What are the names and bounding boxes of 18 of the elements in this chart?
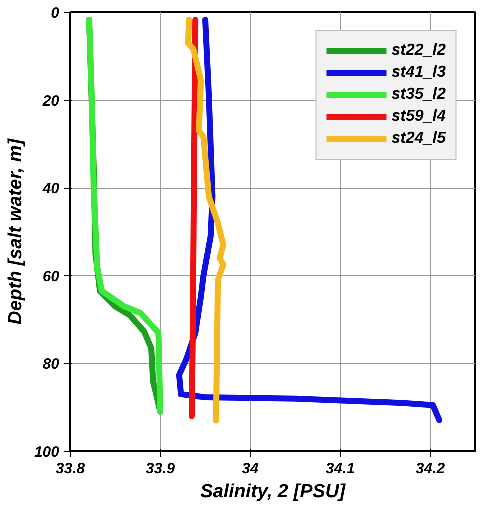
legend-label: st59_l4 — [392, 108, 446, 126]
x-axis-title: Salinity, 2 [PSU] — [200, 482, 346, 502]
x-tick-label: 34.2 — [416, 460, 446, 478]
y-tick-label: 100 — [34, 444, 60, 461]
legend-label: st41_l3 — [392, 64, 446, 82]
x-tick-label: 34 — [242, 460, 260, 478]
y-tick-label: 0 — [51, 5, 60, 22]
y-axis-title: Depth [salt water, m] — [5, 138, 26, 325]
x-tick-label: 33.9 — [146, 460, 176, 478]
y-tick-label: 60 — [42, 268, 60, 286]
y-tick-label: 80 — [42, 356, 60, 374]
x-tick-label: 34.1 — [326, 460, 356, 478]
legend-label: st22_l2 — [392, 42, 446, 60]
x-tick-label: 33.8 — [56, 460, 86, 478]
y-tick-label: 40 — [42, 180, 60, 198]
legend-label: st35_l2 — [392, 86, 446, 104]
y-tick-label: 20 — [42, 92, 60, 110]
legend-label: st24_l5 — [392, 130, 446, 148]
